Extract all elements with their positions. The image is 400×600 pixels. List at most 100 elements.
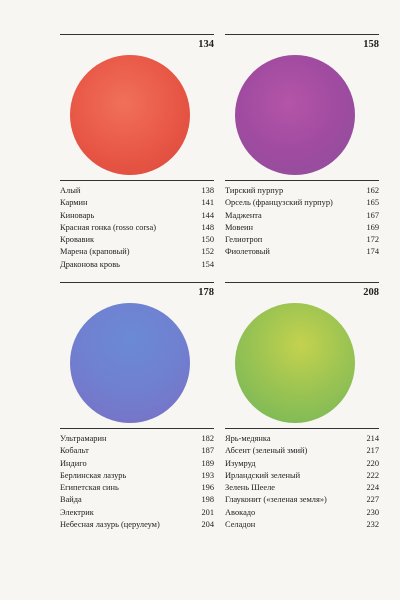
list-item[interactable]: Индиго 189 — [60, 458, 214, 470]
page-ref: 144 — [201, 210, 214, 220]
color-name: Селадон — [225, 520, 256, 530]
color-name: Изумруд — [225, 458, 256, 468]
color-name: Марена (краповый) — [60, 247, 130, 257]
section-divider — [60, 428, 214, 429]
color-name: Киноварь — [60, 210, 95, 220]
section-page-number: 158 — [363, 39, 379, 50]
section-divider — [225, 34, 379, 35]
color-name: Египетская синь — [60, 483, 119, 493]
color-name: Вайда — [60, 495, 82, 505]
color-name: Орсель (французский пурпур) — [225, 198, 333, 208]
page-ref: 148 — [201, 222, 214, 232]
section-page-number: 134 — [198, 39, 214, 50]
color-name: Авокадо — [225, 507, 256, 517]
color-name: Глауконит («зеленая земля») — [225, 495, 327, 505]
page-ref: 189 — [201, 458, 214, 468]
color-name: Небесная лазурь (церулеум) — [60, 520, 160, 530]
page-ref: 169 — [366, 222, 379, 232]
page-ref: 154 — [201, 259, 214, 269]
list-item[interactable]: Кровавик 150 — [60, 234, 214, 246]
color-name: Кобальт — [60, 446, 89, 456]
list-item[interactable]: Зелень Шееле 224 — [225, 482, 379, 494]
green-color-circle — [235, 303, 355, 423]
color-name: Индиго — [60, 458, 87, 468]
color-name: Кровавик — [60, 235, 95, 245]
color-name: Фиолетовый — [225, 247, 270, 257]
color-name: Ирландский зеленый — [225, 470, 301, 480]
list-item[interactable]: Электрик 201 — [60, 507, 214, 519]
color-list: Ультрамарин 182 Кобальт 187 Индиго 189 Берл… — [60, 429, 214, 531]
page-ref: 230 — [366, 507, 379, 517]
list-item[interactable]: Кобальт 187 — [60, 445, 214, 457]
section-divider — [60, 180, 214, 181]
page-ref: 172 — [366, 235, 379, 245]
page-ref: 150 — [201, 235, 214, 245]
list-item[interactable]: Киноварь 144 — [60, 210, 214, 222]
list-item[interactable]: Египетская синь 196 — [60, 482, 214, 494]
list-item[interactable]: Вайда 198 — [60, 494, 214, 506]
page-ref: 138 — [201, 186, 214, 195]
list-item[interactable]: Алый 138 — [60, 185, 214, 197]
color-name: Берлинская лазурь — [60, 470, 127, 480]
section-blue: 178 Ультрамарин 182 Кобальт 187 Индиго 189 … — [60, 282, 214, 531]
page-ref: 152 — [201, 247, 214, 257]
color-name: Гелиотроп — [225, 235, 263, 245]
list-item[interactable]: Орсель (французский пурпур) 165 — [225, 197, 379, 209]
page-ref: 165 — [366, 198, 379, 208]
list-item[interactable]: Маджента 167 — [225, 210, 379, 222]
page-ref: 204 — [201, 520, 214, 530]
list-item[interactable]: Абсент (зеленый змий) 217 — [225, 445, 379, 457]
list-item[interactable]: Небесная лазурь (церулеум) 204 — [60, 519, 214, 531]
color-list: Ярь-медянка 214 Абсент (зеленый змий) 217 … — [225, 429, 379, 531]
red-color-circle — [70, 55, 190, 175]
color-name: Электрик — [60, 507, 94, 517]
page-ref: 220 — [366, 458, 379, 468]
color-list: Тирский пурпур 162 Орсель (французский пу… — [225, 181, 379, 259]
color-name: Зелень Шееле — [225, 483, 275, 493]
list-item[interactable]: Мовеин 169 — [225, 222, 379, 234]
color-list: Алый 138 Кармин 141 Киноварь 144 Красная го… — [60, 181, 214, 271]
list-item[interactable]: Драконова кровь 154 — [60, 259, 214, 271]
section-green: 208 Ярь-медянка 214 Абсент (зеленый змий)… — [225, 282, 379, 531]
section-divider — [225, 180, 379, 181]
list-item[interactable]: Ярь-медянка 214 — [225, 433, 379, 445]
section-divider — [225, 282, 379, 283]
color-name: Ярь-медянка — [225, 434, 271, 443]
list-item[interactable]: Фиолетовый 174 — [225, 246, 379, 258]
list-item[interactable]: Ирландский зеленый 222 — [225, 470, 379, 482]
list-item[interactable]: Авокадо 230 — [225, 507, 379, 519]
list-item[interactable]: Тирский пурпур 162 — [225, 185, 379, 197]
section-page-number: 178 — [198, 287, 214, 298]
list-item[interactable]: Кармин 141 — [60, 197, 214, 209]
blue-color-circle — [70, 303, 190, 423]
purple-color-circle — [235, 55, 355, 175]
color-name: Алый — [60, 186, 81, 195]
section-red: 134 Алый 138 Кармин 141 Киноварь 144 Красна… — [60, 34, 214, 271]
list-item[interactable]: Глауконит («зеленая земля») 227 — [225, 494, 379, 506]
page-ref: 162 — [366, 186, 379, 195]
list-item[interactable]: Марена (краповый) 152 — [60, 246, 214, 258]
color-name: Ультрамарин — [60, 434, 107, 443]
page-ref: 222 — [366, 470, 379, 480]
section-page-number: 208 — [363, 287, 379, 298]
page-ref: 224 — [366, 483, 379, 493]
color-name: Кармин — [60, 198, 88, 208]
list-item[interactable]: Берлинская лазурь 193 — [60, 470, 214, 482]
page-ref: 217 — [366, 446, 379, 456]
color-name: Красная гонка (rosso corsa) — [60, 222, 157, 232]
color-name: Мовеин — [225, 222, 254, 232]
list-item[interactable]: Селадон 232 — [225, 519, 379, 531]
list-item[interactable]: Красная гонка (rosso corsa) 148 — [60, 222, 214, 234]
page-ref: 196 — [201, 483, 214, 493]
section-purple: 158 Тирский пурпур 162 Орсель (французски… — [225, 34, 379, 259]
page-ref: 182 — [201, 434, 214, 443]
section-divider — [60, 282, 214, 283]
page-ref: 167 — [366, 210, 379, 220]
page-ref: 214 — [366, 434, 379, 443]
section-divider — [60, 34, 214, 35]
list-item[interactable]: Гелиотроп 172 — [225, 234, 379, 246]
list-item[interactable]: Ультрамарин 182 — [60, 433, 214, 445]
section-divider — [225, 428, 379, 429]
list-item[interactable]: Изумруд 220 — [225, 458, 379, 470]
